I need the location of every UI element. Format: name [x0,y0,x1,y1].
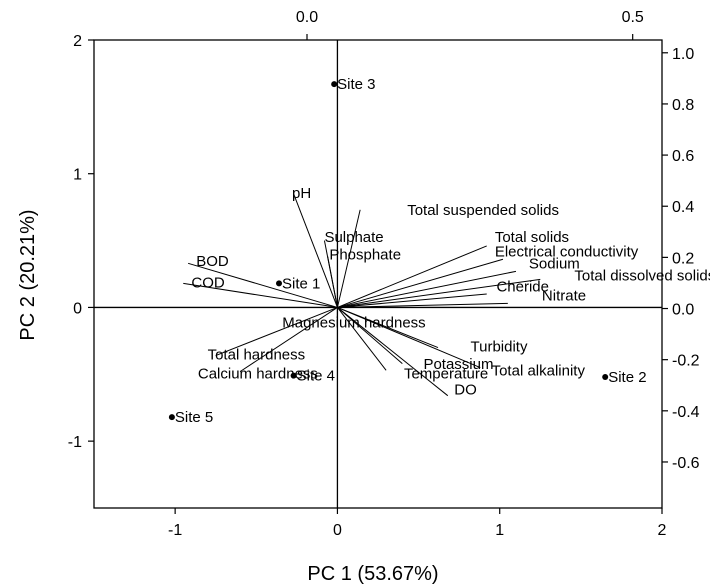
loading-label: Total solids [495,229,569,246]
loading-vectors: pH Total suspended solids SulphatePhosphat… [183,185,710,398]
site-point [331,81,338,88]
top-tick-label: 0.5 [622,9,644,26]
loading-vector [337,302,508,308]
loading-vector [337,307,403,364]
right-tick-label: 0.6 [672,148,694,165]
x-tick-label: -1 [168,522,182,539]
loading-label: COD [191,274,225,291]
loading-vector [336,209,361,308]
right-tick-label: 1.0 [672,46,694,63]
loading-label: Sulphate [324,229,383,246]
y-tick-label: 1 [73,167,82,184]
loading-vector [337,307,387,371]
loading-vector [337,278,541,308]
loading-vector [327,256,338,308]
loading-label: Potassium [423,356,493,373]
loading-label: Total suspended solids [407,202,559,219]
site-point [276,280,283,287]
loading-vector [337,245,487,308]
right-tick-label: -0.4 [672,404,700,421]
top-tick-label: 0.0 [296,9,318,26]
loading-vector [187,262,338,308]
loading-label: Total dissolved solids [574,268,710,285]
site-label: Site 5 [175,409,213,426]
loading-label: Turbidity [471,339,528,356]
loading-label: BOD [196,253,229,270]
x-tick-label: 0 [333,522,342,539]
loading-vector [337,258,504,308]
loading-label: Phosphate [329,246,401,263]
right-tick-label: 0.4 [672,199,694,216]
plot-area [93,39,663,509]
loading-label: Magnesium hardness [282,314,425,331]
plot-border [93,39,663,509]
site-label: Site 2 [608,369,646,386]
site-point [290,372,297,379]
site-label: Site 4 [297,368,335,385]
loading-vector [183,282,338,308]
right-tick-label: 0.8 [672,97,694,114]
axis-ticks: -1 0 1 2 -1 0 1 2 0.0 0.5 1.0 0.8 0.6 0.4 0.2 0.0 -0.2 -0… [68,9,700,539]
site-point [602,373,609,380]
site-points: Site 1 Site 2 Site 3 Site 4 Site 5 [168,76,647,426]
loading-vector [215,306,338,357]
right-tick-label: 0.2 [672,250,694,267]
loading-label: Calcium hardness [198,365,318,382]
loading-label: pH [292,185,311,202]
loading-label: Nitrate [542,288,586,305]
loading-vector [337,293,487,308]
loading-label: Total alkalinity [492,363,586,380]
loading-vector [337,307,449,397]
right-tick-label: -0.2 [672,353,700,370]
loading-label: DO [454,381,477,398]
site-label: Site 3 [337,76,375,93]
site-point [168,414,175,421]
site-label: Site 1 [282,275,320,292]
x-axis-title: PC 1 (53.67%) [307,563,438,585]
loading-label: Temperature [404,365,488,382]
loading-vector [239,307,338,373]
right-tick-label: 0.0 [672,302,694,319]
right-tick-label: -0.6 [672,455,700,472]
x-tick-label: 2 [658,522,667,539]
loading-vector [337,270,517,308]
loading-label: Sodium [529,256,580,273]
loading-vector [293,193,338,308]
y-axis-title: PC 2 (20.21%) [17,209,39,340]
loading-label: Electrical conductivity [495,244,639,261]
y-tick-label: 0 [73,300,82,317]
y-tick-label: -1 [68,434,82,451]
x-tick-label: 1 [495,522,504,539]
loading-vector [337,306,481,369]
loading-label: Total hardness [208,347,306,364]
y-tick-label: 2 [73,33,82,50]
loading-label: Cheride [496,278,549,295]
